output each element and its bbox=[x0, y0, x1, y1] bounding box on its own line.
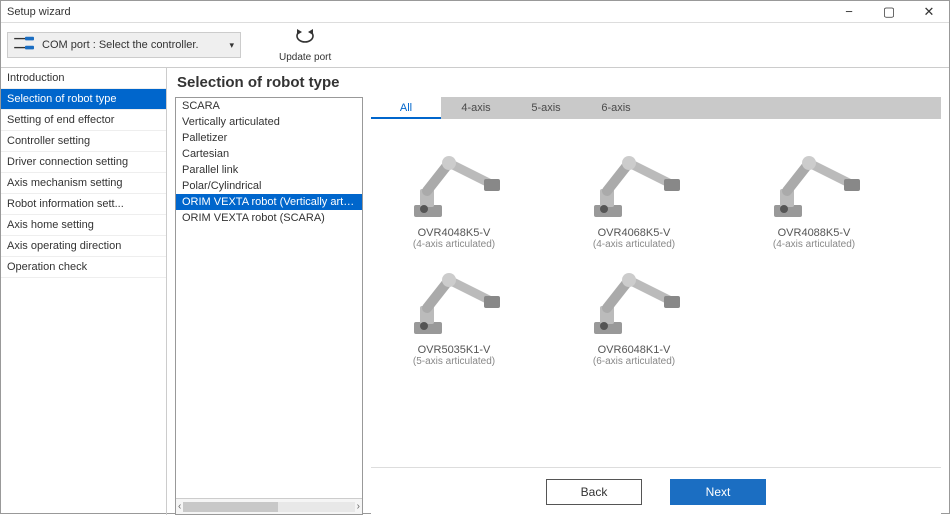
robot-type-item[interactable]: Polar/Cylindrical bbox=[176, 178, 362, 194]
robot-subtype: (5-axis articulated) bbox=[413, 356, 495, 367]
scroll-left-icon[interactable]: ‹ bbox=[178, 501, 181, 512]
wizard-step[interactable]: Selection of robot type bbox=[1, 89, 166, 110]
robot-type-item[interactable]: ORIM VEXTA robot (Vertically articulated… bbox=[176, 194, 362, 210]
wizard-step[interactable]: Robot information sett... bbox=[1, 194, 166, 215]
update-port-label: Update port bbox=[279, 53, 331, 63]
robot-type-listbox[interactable]: SCARAVertically articulatedPalletizerCar… bbox=[175, 97, 363, 515]
robot-card[interactable]: OVR6048K1-V (6-axis articulated) bbox=[559, 260, 709, 367]
robot-subtype: (4-axis articulated) bbox=[413, 239, 495, 250]
wizard-step[interactable]: Controller setting bbox=[1, 131, 166, 152]
robot-name: OVR4048K5-V bbox=[418, 227, 491, 239]
wizard-step[interactable]: Axis operating direction bbox=[1, 236, 166, 257]
scrollbar-track[interactable] bbox=[183, 502, 354, 512]
back-button[interactable]: Back bbox=[546, 479, 642, 505]
robot-card[interactable]: OVR4068K5-V (4-axis articulated) bbox=[559, 143, 709, 250]
robot-card[interactable]: OVR5035K1-V (5-axis articulated) bbox=[379, 260, 529, 367]
robot-card[interactable]: OVR4088K5-V (4-axis articulated) bbox=[739, 143, 889, 250]
axis-tab[interactable]: All bbox=[371, 97, 441, 119]
robot-subtype: (4-axis articulated) bbox=[593, 239, 675, 250]
axis-tab[interactable]: 6-axis bbox=[581, 97, 651, 119]
robot-image bbox=[394, 143, 514, 223]
robot-type-item[interactable]: Parallel link bbox=[176, 162, 362, 178]
back-button-label: Back bbox=[581, 485, 608, 499]
wizard-step[interactable]: Operation check bbox=[1, 257, 166, 278]
robot-name: OVR5035K1-V bbox=[418, 344, 491, 356]
horizontal-scrollbar[interactable]: ‹ › bbox=[176, 498, 362, 514]
robot-name: OVR6048K1-V bbox=[598, 344, 671, 356]
wizard-step[interactable]: Driver connection setting bbox=[1, 152, 166, 173]
robot-image bbox=[574, 260, 694, 340]
maximize-button[interactable]: ▢ bbox=[875, 4, 903, 20]
next-button-label: Next bbox=[706, 485, 731, 499]
wizard-step[interactable]: Introduction bbox=[1, 68, 166, 89]
wizard-steps-nav: IntroductionSelection of robot typeSetti… bbox=[1, 68, 167, 515]
wizard-step[interactable]: Axis home setting bbox=[1, 215, 166, 236]
toolbar: COM port : Select the controller. ▾ Upda… bbox=[1, 23, 949, 67]
com-port-dropdown[interactable]: COM port : Select the controller. ▾ bbox=[7, 32, 241, 58]
robot-grid: OVR4048K5-V (4-axis articulated) OVR4068… bbox=[371, 119, 941, 367]
robot-subtype: (4-axis articulated) bbox=[773, 239, 855, 250]
com-port-label: COM port : Select the controller. bbox=[42, 39, 199, 51]
robot-type-item[interactable]: ORIM VEXTA robot (SCARA) bbox=[176, 210, 362, 226]
minimize-button[interactable]: − bbox=[835, 4, 863, 20]
robot-name: OVR4068K5-V bbox=[598, 227, 671, 239]
robot-panel: All4-axis5-axis6-axis OVR4048K5-V (4-axi… bbox=[371, 97, 949, 515]
next-button[interactable]: Next bbox=[670, 479, 766, 505]
content: IntroductionSelection of robot typeSetti… bbox=[1, 67, 949, 515]
wizard-footer: Back Next bbox=[371, 467, 941, 515]
chevron-down-icon: ▾ bbox=[229, 40, 234, 51]
robot-type-item[interactable]: SCARA bbox=[176, 98, 362, 114]
window-title: Setup wizard bbox=[7, 6, 71, 18]
window-controls: − ▢ ✕ bbox=[835, 4, 943, 20]
update-port-button[interactable]: Update port bbox=[279, 28, 331, 63]
axis-tab[interactable]: 5-axis bbox=[511, 97, 581, 119]
axis-tab[interactable]: 4-axis bbox=[441, 97, 511, 119]
scrollbar-thumb[interactable] bbox=[183, 502, 277, 512]
robot-name: OVR4088K5-V bbox=[778, 227, 851, 239]
page-heading: Selection of robot type bbox=[167, 68, 949, 97]
scroll-right-icon[interactable]: › bbox=[357, 501, 360, 512]
robot-type-item[interactable]: Vertically articulated bbox=[176, 114, 362, 130]
robot-type-item[interactable]: Palletizer bbox=[176, 130, 362, 146]
refresh-icon bbox=[293, 28, 317, 51]
titlebar: Setup wizard − ▢ ✕ bbox=[1, 1, 949, 23]
wizard-step[interactable]: Axis mechanism setting bbox=[1, 173, 166, 194]
axis-tabs: All4-axis5-axis6-axis bbox=[371, 97, 941, 119]
wizard-step[interactable]: Setting of end effector bbox=[1, 110, 166, 131]
robot-image bbox=[754, 143, 874, 223]
robot-image bbox=[394, 260, 514, 340]
close-button[interactable]: ✕ bbox=[915, 4, 943, 20]
robot-card[interactable]: OVR4048K5-V (4-axis articulated) bbox=[379, 143, 529, 250]
com-port-icon bbox=[14, 35, 36, 56]
robot-image bbox=[574, 143, 694, 223]
main-panel: Selection of robot type SCARAVertically … bbox=[167, 68, 949, 515]
robot-type-item[interactable]: Cartesian bbox=[176, 146, 362, 162]
robot-subtype: (6-axis articulated) bbox=[593, 356, 675, 367]
